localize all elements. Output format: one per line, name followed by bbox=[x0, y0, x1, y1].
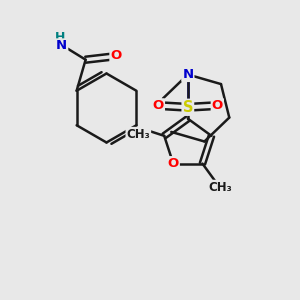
Text: CH₃: CH₃ bbox=[208, 181, 232, 194]
Text: O: O bbox=[153, 99, 164, 112]
Text: O: O bbox=[168, 157, 179, 170]
Text: O: O bbox=[212, 99, 223, 112]
Text: CH₃: CH₃ bbox=[126, 128, 150, 141]
Text: N: N bbox=[56, 39, 67, 52]
Text: O: O bbox=[110, 49, 122, 62]
Text: S: S bbox=[183, 100, 193, 115]
Text: H: H bbox=[55, 31, 65, 44]
Text: N: N bbox=[182, 68, 194, 81]
